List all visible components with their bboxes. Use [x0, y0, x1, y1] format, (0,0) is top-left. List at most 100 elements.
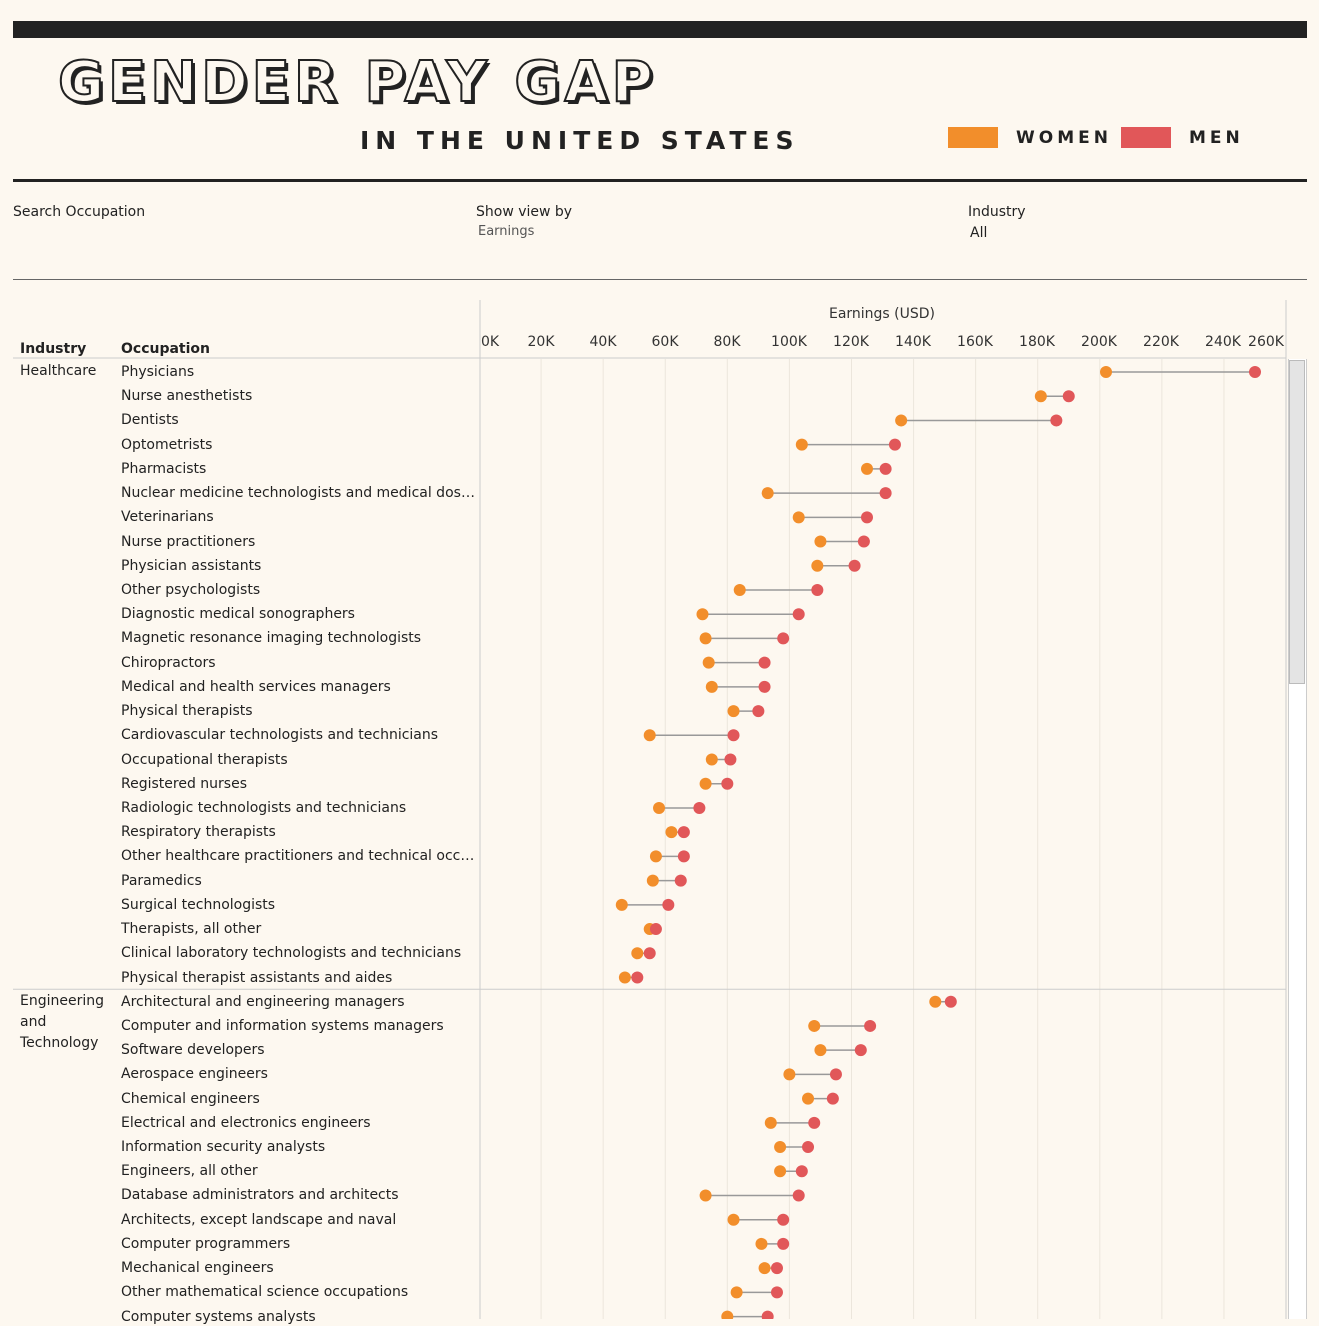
men-point: [826, 1092, 839, 1105]
scrollbar-thumb[interactable]: [1289, 360, 1305, 684]
x-tick-label: 220K: [1143, 334, 1180, 350]
occupation-label[interactable]: Occupational therapists: [121, 751, 288, 768]
x-tick-label: 100K: [771, 334, 808, 350]
occupation-label[interactable]: Veterinarians: [121, 509, 214, 526]
women-point: [1100, 366, 1113, 378]
women-point: [795, 438, 808, 451]
occupation-label[interactable]: Magnetic resonance imaging technologists: [121, 630, 422, 647]
occupation-label[interactable]: Optometrists: [121, 436, 213, 453]
women-point: [643, 923, 656, 936]
women-point: [646, 874, 659, 887]
occupation-label[interactable]: Software developers: [121, 1042, 265, 1059]
search-occupation-label: Search Occupation: [13, 204, 146, 220]
x-tick-label: 180K: [1019, 334, 1056, 350]
occupation-label[interactable]: Medical and health services managers: [121, 678, 391, 695]
occupation-label[interactable]: Mechanical engineers: [121, 1260, 274, 1277]
women-point: [643, 729, 656, 742]
occupation-label[interactable]: Clinical laboratory technologists and te…: [121, 945, 462, 962]
industry-name: Engineering and Technology: [20, 992, 104, 1051]
occupation-label[interactable]: Other healthcare practitioners and techn…: [121, 848, 476, 865]
occupation-label[interactable]: Other psychologists: [121, 581, 261, 598]
x-tick-label: 240K: [1205, 334, 1242, 350]
view-by-select[interactable]: Earnings: [478, 224, 535, 239]
women-point: [631, 947, 644, 960]
occupation-label[interactable]: Therapists, all other: [121, 921, 262, 938]
women-point: [861, 462, 873, 475]
x-tick-label: 200K: [1081, 334, 1118, 350]
men-point: [677, 826, 690, 839]
women-point: [699, 632, 712, 645]
occupation-label[interactable]: Chiropractors: [121, 654, 216, 671]
occupation-label[interactable]: Nuclear medicine technologists and medic…: [121, 485, 476, 502]
women-point: [696, 608, 709, 621]
occupation-label[interactable]: Database administrators and architects: [121, 1187, 399, 1204]
occupation-column-header: Occupation: [121, 341, 211, 357]
men-point: [777, 632, 790, 645]
men-point: [770, 1262, 783, 1275]
occupation-label[interactable]: Dentists: [121, 412, 179, 429]
men-point: [944, 995, 957, 1008]
women-point: [792, 511, 805, 524]
occupation-label[interactable]: Computer programmers: [121, 1235, 291, 1252]
occupation-label[interactable]: Respiratory therapists: [121, 824, 276, 841]
men-point: [888, 438, 901, 451]
women-point: [665, 826, 678, 839]
women-point: [764, 1116, 777, 1129]
men-point: [854, 1044, 867, 1057]
men-point: [649, 923, 662, 936]
men-point: [857, 535, 870, 548]
occupation-label[interactable]: Surgical technologists: [121, 896, 276, 913]
occupation-label[interactable]: Physical therapist assistants and aides: [121, 969, 393, 986]
occupation-label[interactable]: Other mathematical science occupations: [121, 1284, 409, 1301]
occupation-label[interactable]: Radiologic technologists and technicians: [121, 799, 407, 816]
men-point: [861, 511, 873, 524]
men-point: [795, 1165, 808, 1178]
legend-swatch-men: [1121, 127, 1171, 148]
occupation-label[interactable]: Nurse practitioners: [121, 533, 256, 550]
occupation-label[interactable]: Architectural and engineering managers: [121, 993, 405, 1010]
occupation-label[interactable]: Registered nurses: [121, 775, 247, 792]
women-point: [802, 1092, 815, 1105]
legend-women: WOMEN: [948, 127, 1112, 148]
women-point: [808, 1019, 821, 1032]
men-point: [864, 1019, 877, 1032]
industry-column-header: Industry: [20, 341, 87, 357]
women-point: [618, 971, 631, 984]
men-point: [792, 1189, 805, 1202]
women-point: [730, 1286, 743, 1299]
top-bar: [13, 21, 1307, 38]
occupation-label[interactable]: Computer and information systems manager…: [121, 1017, 444, 1034]
legend-label-men: MEN: [1189, 127, 1244, 148]
occupation-label[interactable]: Aerospace engineers: [121, 1066, 268, 1083]
legend-men: MEN: [1121, 127, 1244, 148]
occupation-label[interactable]: Chemical engineers: [121, 1090, 260, 1107]
x-tick-label: 140K: [895, 334, 932, 350]
x-tick-label: 40K: [590, 334, 618, 350]
occupation-label[interactable]: Diagnostic medical sonographers: [121, 606, 355, 623]
industry-name: Healthcare: [20, 363, 97, 379]
x-tick-label: 60K: [652, 334, 680, 350]
occupation-label[interactable]: Physical therapists: [121, 703, 253, 720]
occupation-label[interactable]: Electrical and electronics engineers: [121, 1114, 371, 1131]
occupation-label[interactable]: Nurse anesthetists: [121, 388, 253, 405]
men-point: [770, 1286, 783, 1299]
occupation-label[interactable]: Pharmacists: [121, 460, 207, 477]
industry-filter-select[interactable]: All: [970, 225, 988, 241]
men-point: [724, 753, 737, 766]
x-tick-label: 260K: [1248, 334, 1285, 350]
occupation-label[interactable]: Physicians: [121, 364, 195, 380]
occupation-label[interactable]: Architects, except landscape and naval: [121, 1211, 397, 1228]
women-point: [727, 1213, 740, 1226]
occupation-label[interactable]: Paramedics: [121, 872, 202, 889]
occupation-label[interactable]: Cardiovascular technologists and technic…: [121, 727, 439, 744]
women-point: [774, 1141, 787, 1154]
x-tick-label: 20K: [528, 334, 556, 350]
men-point: [758, 680, 771, 693]
industry-filter-label: Industry: [968, 204, 1026, 220]
occupation-label[interactable]: Physician assistants: [121, 557, 262, 574]
occupation-label[interactable]: Computer systems analysts: [121, 1308, 316, 1325]
occupation-label[interactable]: Information security analysts: [121, 1139, 326, 1156]
men-point: [761, 1310, 774, 1319]
occupation-label[interactable]: Engineers, all other: [121, 1163, 258, 1180]
men-point: [1249, 366, 1261, 378]
